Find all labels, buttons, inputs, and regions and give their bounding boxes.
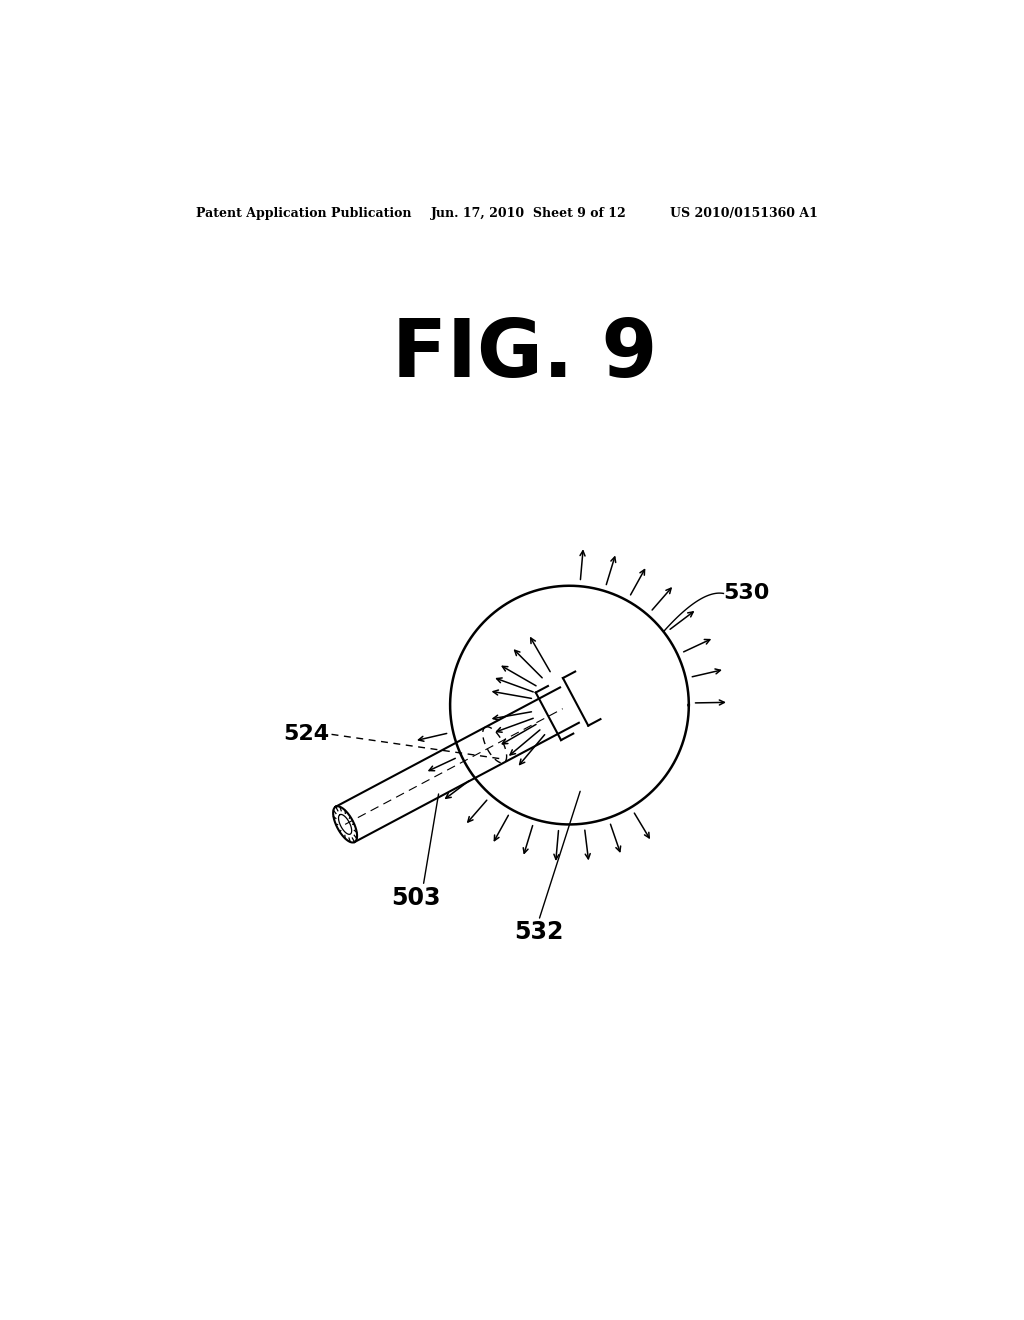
Text: US 2010/0151360 A1: US 2010/0151360 A1 (670, 207, 817, 220)
Text: 524: 524 (283, 725, 330, 744)
Text: Patent Application Publication: Patent Application Publication (196, 207, 412, 220)
Text: 503: 503 (391, 886, 440, 909)
Text: 532: 532 (514, 920, 563, 944)
Text: FIG. 9: FIG. 9 (392, 315, 657, 393)
Text: 530: 530 (724, 583, 770, 603)
Text: Jun. 17, 2010  Sheet 9 of 12: Jun. 17, 2010 Sheet 9 of 12 (431, 207, 627, 220)
